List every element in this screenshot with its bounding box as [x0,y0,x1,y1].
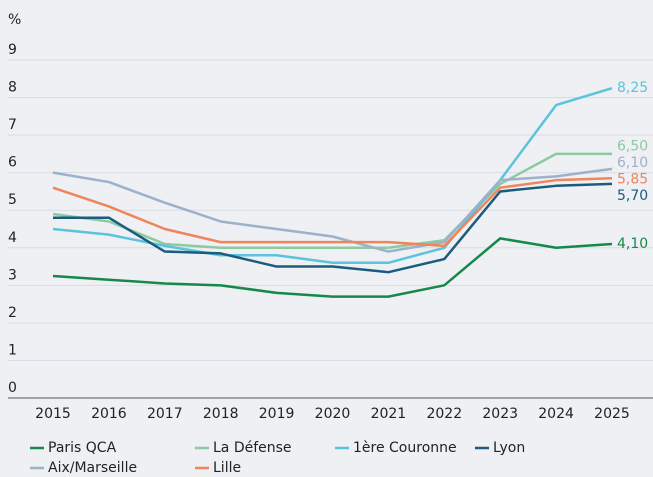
x-tick-label: 2023 [482,406,518,422]
x-tick-label: 2021 [371,406,407,422]
x-tick-label: 2025 [594,406,630,422]
y-tick-label: 2 [8,305,17,321]
x-tick-label: 2017 [147,406,183,422]
data-label: 4,10 [617,236,648,252]
legend-label: Paris QCA [48,440,117,456]
legend-label: Lille [213,460,241,476]
y-tick-label: 7 [8,117,17,133]
x-tick-label: 2019 [259,406,295,422]
y-tick-label: 1 [8,342,17,358]
x-tick-label: 2015 [35,406,71,422]
series-line [52,167,613,253]
data-label: 6,50 [617,139,648,155]
y-axis-label: % [8,12,21,28]
series-line [52,152,612,250]
y-tick-label: 3 [8,267,17,283]
data-label: 5,85 [617,172,648,188]
series-line [52,177,613,248]
x-tick-label: 2020 [315,406,351,422]
data-label: 5,70 [617,188,648,204]
x-tick-label: 2022 [426,406,462,422]
x-tick-label: 2018 [203,406,239,422]
legend-label: Lyon [493,440,525,456]
series-line [53,182,613,274]
legend-label: La Défense [213,440,292,456]
y-tick-label: 0 [8,380,17,396]
data-label: 6,10 [617,155,648,171]
y-tick-label: 5 [8,192,17,208]
y-tick-label: 8 [8,80,17,96]
y-tick-label: 6 [8,155,17,171]
x-tick-label: 2016 [91,406,127,422]
x-tick-label: 2024 [538,406,574,422]
y-tick-label: 4 [8,230,17,246]
series-line [52,237,613,298]
legend-label: 1ère Couronne [353,440,457,456]
data-label: 8,25 [617,80,648,96]
y-tick-label: 9 [8,42,17,58]
series-line [52,86,613,265]
legend-label: Aix/Marseille [48,460,137,476]
